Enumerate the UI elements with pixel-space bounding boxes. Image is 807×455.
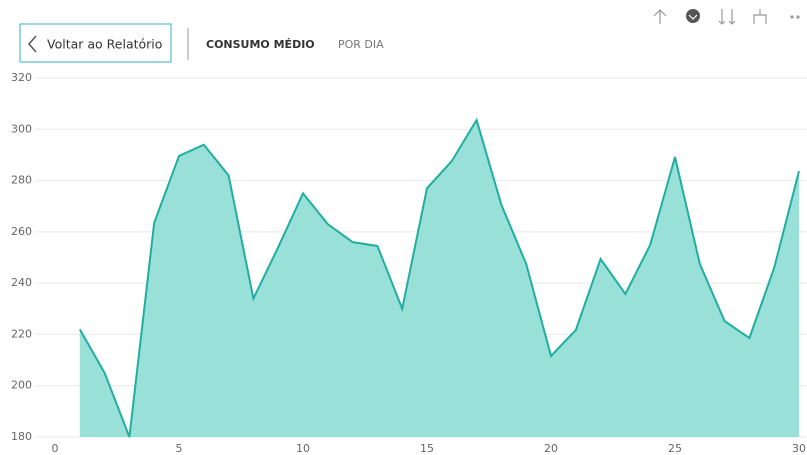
y-tick-label: 300: [11, 122, 32, 135]
y-tick-label: 180: [11, 430, 32, 443]
y-tick-label: 260: [11, 225, 32, 238]
tab-por-dia[interactable]: POR DIA: [338, 38, 384, 51]
expand-icon[interactable]: [718, 9, 736, 25]
back-button-label[interactable]: Voltar ao Relatório: [47, 37, 162, 52]
x-tick-label: 0: [52, 442, 59, 455]
y-tick-label: 280: [11, 174, 32, 187]
toolbar: [653, 9, 800, 25]
drill-up-icon[interactable]: [653, 9, 667, 24]
x-tick-label: 10: [296, 442, 310, 455]
more-dot[interactable]: [790, 15, 794, 19]
drill-down-arrow: [688, 14, 698, 20]
y-tick-label: 240: [11, 276, 32, 289]
area-fill: [79, 120, 800, 437]
x-tick-label: 15: [420, 442, 434, 455]
back-button-frame[interactable]: [19, 23, 172, 63]
drill-down-icon[interactable]: [686, 9, 700, 23]
more-dot[interactable]: [796, 15, 800, 19]
y-tick-label: 220: [11, 327, 32, 340]
chevron-icon[interactable]: [28, 35, 37, 53]
x-tick-label: 30: [792, 442, 806, 455]
x-tick-label: 25: [668, 442, 682, 455]
hierarchy-icon[interactable]: [753, 9, 767, 24]
x-tick-label: 20: [544, 442, 558, 455]
y-tick-label: 320: [11, 71, 32, 84]
y-tick-label: 200: [11, 379, 32, 392]
back-button[interactable]: Voltar ao Relatório: [19, 23, 172, 63]
x-tick-label: 5: [176, 442, 183, 455]
tab-consumo[interactable]: CONSUMO MÉDIO: [206, 38, 315, 51]
area-line: [78, 117, 800, 438]
